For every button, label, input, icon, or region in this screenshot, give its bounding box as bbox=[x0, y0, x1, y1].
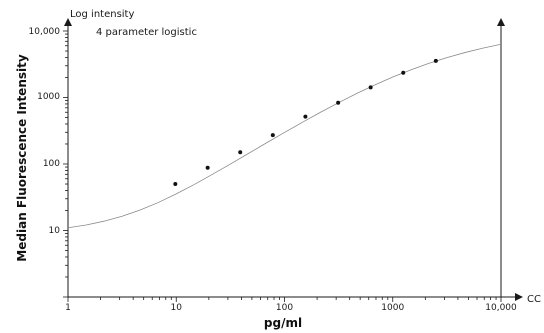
y-axis-top-label: Log intensity bbox=[70, 9, 134, 20]
data-points bbox=[173, 58, 438, 187]
x-axis-end-label: CC bbox=[527, 294, 541, 305]
data-point bbox=[270, 133, 275, 138]
x-tick-label-1000: 1000 bbox=[381, 303, 404, 313]
data-point bbox=[336, 100, 341, 105]
fit-annotation: 4 parameter logistic bbox=[96, 27, 197, 38]
y-tick-label-10000: 10,000 bbox=[29, 27, 61, 37]
x-axis-title: pg/ml bbox=[264, 316, 302, 330]
data-point bbox=[368, 85, 373, 90]
y-tick-label-10: 10 bbox=[49, 226, 61, 236]
y-axis-title: Median Fluorescence Intensity bbox=[15, 54, 29, 262]
x-tick-label-10: 10 bbox=[171, 303, 183, 313]
x-tick-label-1: 1 bbox=[65, 303, 71, 313]
y-tick-marks bbox=[63, 30, 68, 298]
x-tick-label-10000: 10,000 bbox=[485, 303, 517, 313]
data-point bbox=[401, 70, 406, 75]
x-tick-label-100: 100 bbox=[276, 303, 293, 313]
y-tick-label-1000: 1000 bbox=[37, 92, 60, 102]
x-axis-arrow-icon bbox=[515, 293, 523, 301]
data-point bbox=[303, 114, 308, 119]
data-point bbox=[433, 58, 438, 63]
data-point bbox=[205, 165, 210, 170]
data-point bbox=[238, 150, 243, 155]
logistic-fit-curve bbox=[67, 43, 502, 229]
x-tick-marks bbox=[67, 297, 502, 302]
data-point bbox=[173, 182, 178, 187]
y-tick-label-100: 100 bbox=[43, 159, 60, 169]
